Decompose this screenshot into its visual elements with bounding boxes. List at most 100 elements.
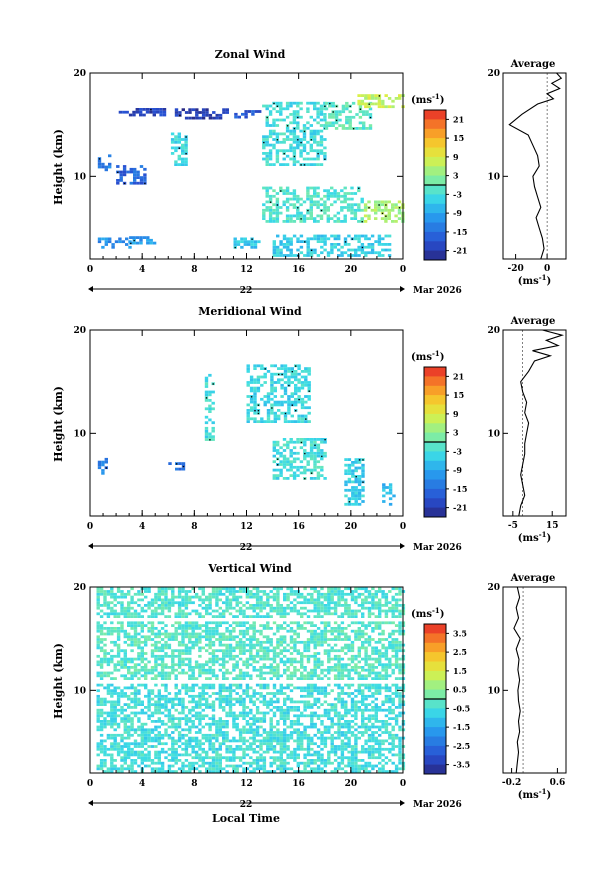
heatmap-cell <box>262 146 266 150</box>
heatmap-cell <box>249 652 253 655</box>
heatmap-cell <box>391 663 395 667</box>
heatmap-cell <box>215 720 219 723</box>
heatmap-cell <box>149 238 153 242</box>
heatmap-cell <box>232 747 236 751</box>
heatmap-cell <box>191 725 195 729</box>
heatmap-cell <box>255 612 260 616</box>
heatmap-cell <box>277 381 281 384</box>
heatmap-cell <box>255 761 260 765</box>
heatmap-cell <box>266 612 270 616</box>
heatmap-cell <box>154 694 158 698</box>
heatmap-cell <box>204 435 209 439</box>
heatmap-cell <box>282 454 287 458</box>
heatmap-cell <box>313 652 317 655</box>
heatmap-cell <box>306 463 310 466</box>
heatmap-cell <box>174 140 178 144</box>
heatmap-cell <box>149 241 153 245</box>
heatmap-cell <box>228 745 233 748</box>
contour-mark <box>273 102 275 105</box>
heatmap-cell <box>245 689 250 693</box>
heatmap-cell <box>143 176 147 179</box>
heatmap-cell <box>136 170 140 174</box>
heatmap-cell <box>279 686 283 690</box>
heatmap-cell <box>272 211 276 215</box>
heatmap-cell <box>147 660 151 664</box>
heatmap-cell <box>320 640 324 644</box>
heatmap-cell <box>351 461 355 464</box>
heatmap-cell <box>144 736 148 740</box>
heatmap-cell <box>313 615 317 618</box>
heatmap-cell <box>157 606 161 610</box>
heatmap-cell <box>225 643 229 647</box>
contour-mark <box>277 458 279 460</box>
heatmap-cell <box>299 240 304 243</box>
heatmap-cell <box>225 686 229 690</box>
heatmap-cell <box>265 157 269 161</box>
heatmap-cell <box>269 733 273 737</box>
heatmap-cell <box>259 590 263 593</box>
heatmap-cell <box>171 601 175 605</box>
heatmap-cell <box>96 714 100 718</box>
heatmap-cell <box>313 107 317 111</box>
heatmap-cell <box>377 251 382 255</box>
heatmap-cell <box>382 488 386 492</box>
heatmap-cell <box>306 671 311 675</box>
heatmap-cell <box>306 107 310 111</box>
heatmap-cell <box>194 624 199 627</box>
heatmap-cell <box>270 378 274 382</box>
heatmap-cell <box>205 753 209 757</box>
heatmap-cell <box>360 200 364 204</box>
heatmap-cell <box>265 121 269 125</box>
heatmap-cell <box>391 643 395 647</box>
heatmap-cell <box>286 747 290 751</box>
heatmap-cell <box>215 621 219 625</box>
heatmap-cell <box>269 697 273 701</box>
heatmap-cell <box>96 606 100 610</box>
heatmap-cell <box>211 401 215 405</box>
contour-mark <box>358 187 360 189</box>
heatmap-cell <box>316 143 320 147</box>
heatmap-cell <box>374 211 378 215</box>
heatmap-cell <box>235 677 239 680</box>
heatmap-cell <box>313 200 317 204</box>
heatmap-cell <box>313 186 317 190</box>
heatmap-cell <box>266 700 270 704</box>
heatmap-cell <box>198 700 202 704</box>
heatmap-cell <box>130 601 134 605</box>
heatmap-cell <box>160 706 165 709</box>
heatmap-cell <box>245 767 250 771</box>
heatmap-cell <box>157 759 161 762</box>
heatmap-cell <box>300 624 304 627</box>
heatmap-cell <box>306 649 311 653</box>
heatmap-cell <box>337 629 341 633</box>
heatmap-cell <box>289 143 293 147</box>
heatmap-cell <box>319 140 324 144</box>
heatmap-cell <box>133 615 138 618</box>
heatmap-cell <box>283 606 287 610</box>
heatmap-cell <box>218 697 222 701</box>
heatmap-cell <box>137 643 141 647</box>
heatmap-cell <box>194 750 199 754</box>
heatmap-cell <box>133 728 138 732</box>
colorbar-tick-label: 9 <box>453 409 459 419</box>
heatmap-cell <box>154 736 158 740</box>
heatmap-cell <box>266 414 271 418</box>
heatmap-cell <box>265 143 269 147</box>
heatmap-cell <box>290 400 294 404</box>
heatmap-cell <box>167 601 172 605</box>
heatmap-cell <box>292 121 297 125</box>
heatmap-cell <box>156 110 160 114</box>
heatmap-cell <box>269 609 273 613</box>
heatmap-cell <box>263 375 267 379</box>
heatmap-cell <box>208 393 212 397</box>
heatmap-cell <box>246 381 250 384</box>
heatmap-cell <box>252 668 256 672</box>
heatmap-cell <box>127 750 131 754</box>
heatmap-cell <box>238 745 243 748</box>
heatmap-cell <box>286 440 290 444</box>
heatmap-cell <box>191 601 195 605</box>
heatmap-cell <box>99 708 104 712</box>
heatmap-cell <box>330 251 334 255</box>
heatmap-cell <box>205 609 209 613</box>
heatmap-cell <box>147 764 151 768</box>
